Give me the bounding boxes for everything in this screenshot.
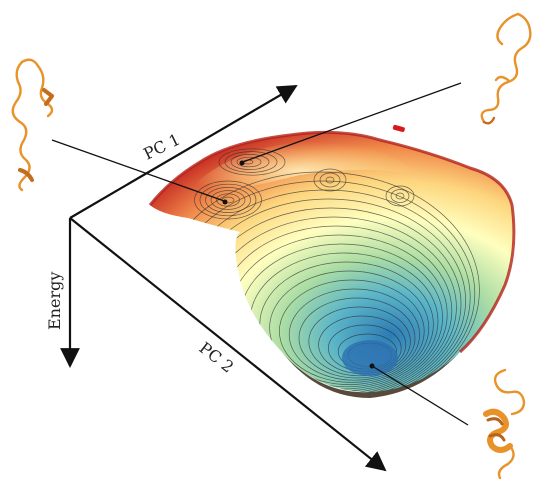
contour-line: [224, 151, 278, 173]
surface-fragment: [392, 124, 405, 133]
surface-body: [150, 132, 514, 392]
contour-line: [390, 189, 410, 203]
contour-line: [199, 183, 257, 217]
contour-line: [313, 168, 347, 192]
contour-line: [308, 306, 411, 377]
contour-line: [279, 279, 425, 383]
contour-line: [230, 154, 270, 170]
contour-line: [385, 185, 415, 207]
pointer-lines: [51, 82, 469, 426]
marker-left-minimum: [222, 199, 228, 205]
surface-rim: [148, 130, 516, 354]
contour-line: [319, 172, 341, 188]
pointer-line-folded: [371, 365, 469, 426]
folded-conformation: [483, 368, 526, 480]
pointer-line-right: [239, 82, 462, 164]
global-minimum-basin: [342, 340, 398, 376]
contour-line: [194, 180, 262, 220]
contour-line: [325, 176, 335, 184]
contour-line: [210, 190, 246, 210]
pc2-label: PC 2: [196, 338, 238, 377]
contour-line: [236, 156, 262, 168]
pc1-label: PC 1: [140, 130, 183, 164]
marker-top-minimum: [239, 160, 245, 166]
contour-line: [205, 187, 251, 213]
contour-line: [298, 297, 416, 379]
pc2-axis: [69, 217, 387, 472]
unfolded-conformation-left: [11, 58, 54, 192]
contour-line: [288, 288, 420, 381]
pointer-line-left: [51, 139, 228, 203]
contour-line: [395, 192, 405, 200]
marker-global-minimum: [369, 363, 375, 369]
contour-line: [216, 193, 240, 207]
contour-line: [218, 148, 286, 176]
contour-line: [269, 270, 430, 385]
pc1-axis: [69, 85, 298, 219]
unfolded-conformation-right: [480, 12, 532, 125]
energy-label: Energy: [45, 272, 64, 330]
energy-surface: [148, 124, 516, 398]
